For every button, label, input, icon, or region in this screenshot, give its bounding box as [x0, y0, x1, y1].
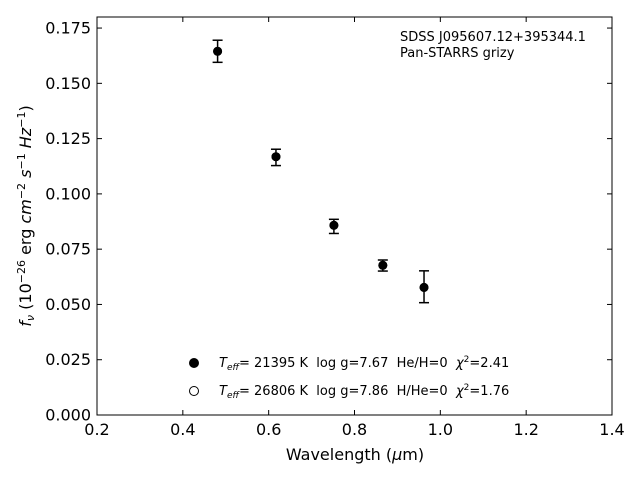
h-model-point: [213, 46, 223, 56]
h-model-point: [329, 220, 339, 230]
x-tick-label: 1.2: [513, 420, 538, 439]
legend-entry-he: Teff= 21395 K log g=7.67 He/H=0 χ2=2.41: [219, 355, 509, 373]
x-axis: 0.2 0.4 0.6 0.8 1.0 1.2 1.4: [84, 17, 625, 439]
y-tick-label: 0.100: [45, 184, 91, 203]
y-tick-label: 0.125: [45, 129, 91, 148]
x-tick-label: 0.4: [170, 420, 195, 439]
x-tick-label: 1.4: [599, 420, 624, 439]
data-marks: [212, 39, 430, 304]
x-tick-label: 0.8: [342, 420, 367, 439]
annotation-survey: Pan-STARRS grizy: [400, 46, 515, 61]
annotation-object-name: SDSS J095607.12+395344.1: [400, 30, 586, 45]
legend: Teff= 21395 K log g=7.67 He/H=0 χ2=2.41 …: [189, 355, 509, 401]
y-axis-label: fν (10−26 erg cm−2 s−1 Hz−1): [15, 105, 37, 326]
x-tick-label: 0.2: [84, 420, 109, 439]
legend-entry-h: Teff= 26806 K log g=7.86 H/He=0 χ2=1.76: [219, 383, 509, 401]
y-tick-label: 0.025: [45, 350, 91, 369]
y-tick-label: 0.175: [45, 19, 91, 38]
h-model-point: [419, 282, 429, 292]
y-tick-label: 0.000: [45, 406, 91, 425]
legend-marker-open: [189, 386, 199, 396]
x-tick-label: 0.6: [256, 420, 281, 439]
y-tick-label: 0.050: [45, 295, 91, 314]
y-axis: 0.000 0.025 0.050 0.075 0.100 0.125 0.150 0.175: [45, 19, 612, 425]
y-tick-label: 0.150: [45, 74, 91, 93]
y-tick-label: 0.075: [45, 240, 91, 259]
x-axis-label: Wavelength (μm): [286, 445, 424, 464]
x-tick-label: 1.0: [428, 420, 453, 439]
h-model-point: [378, 260, 388, 270]
h-model-point: [271, 152, 281, 162]
legend-marker-filled: [189, 358, 199, 368]
